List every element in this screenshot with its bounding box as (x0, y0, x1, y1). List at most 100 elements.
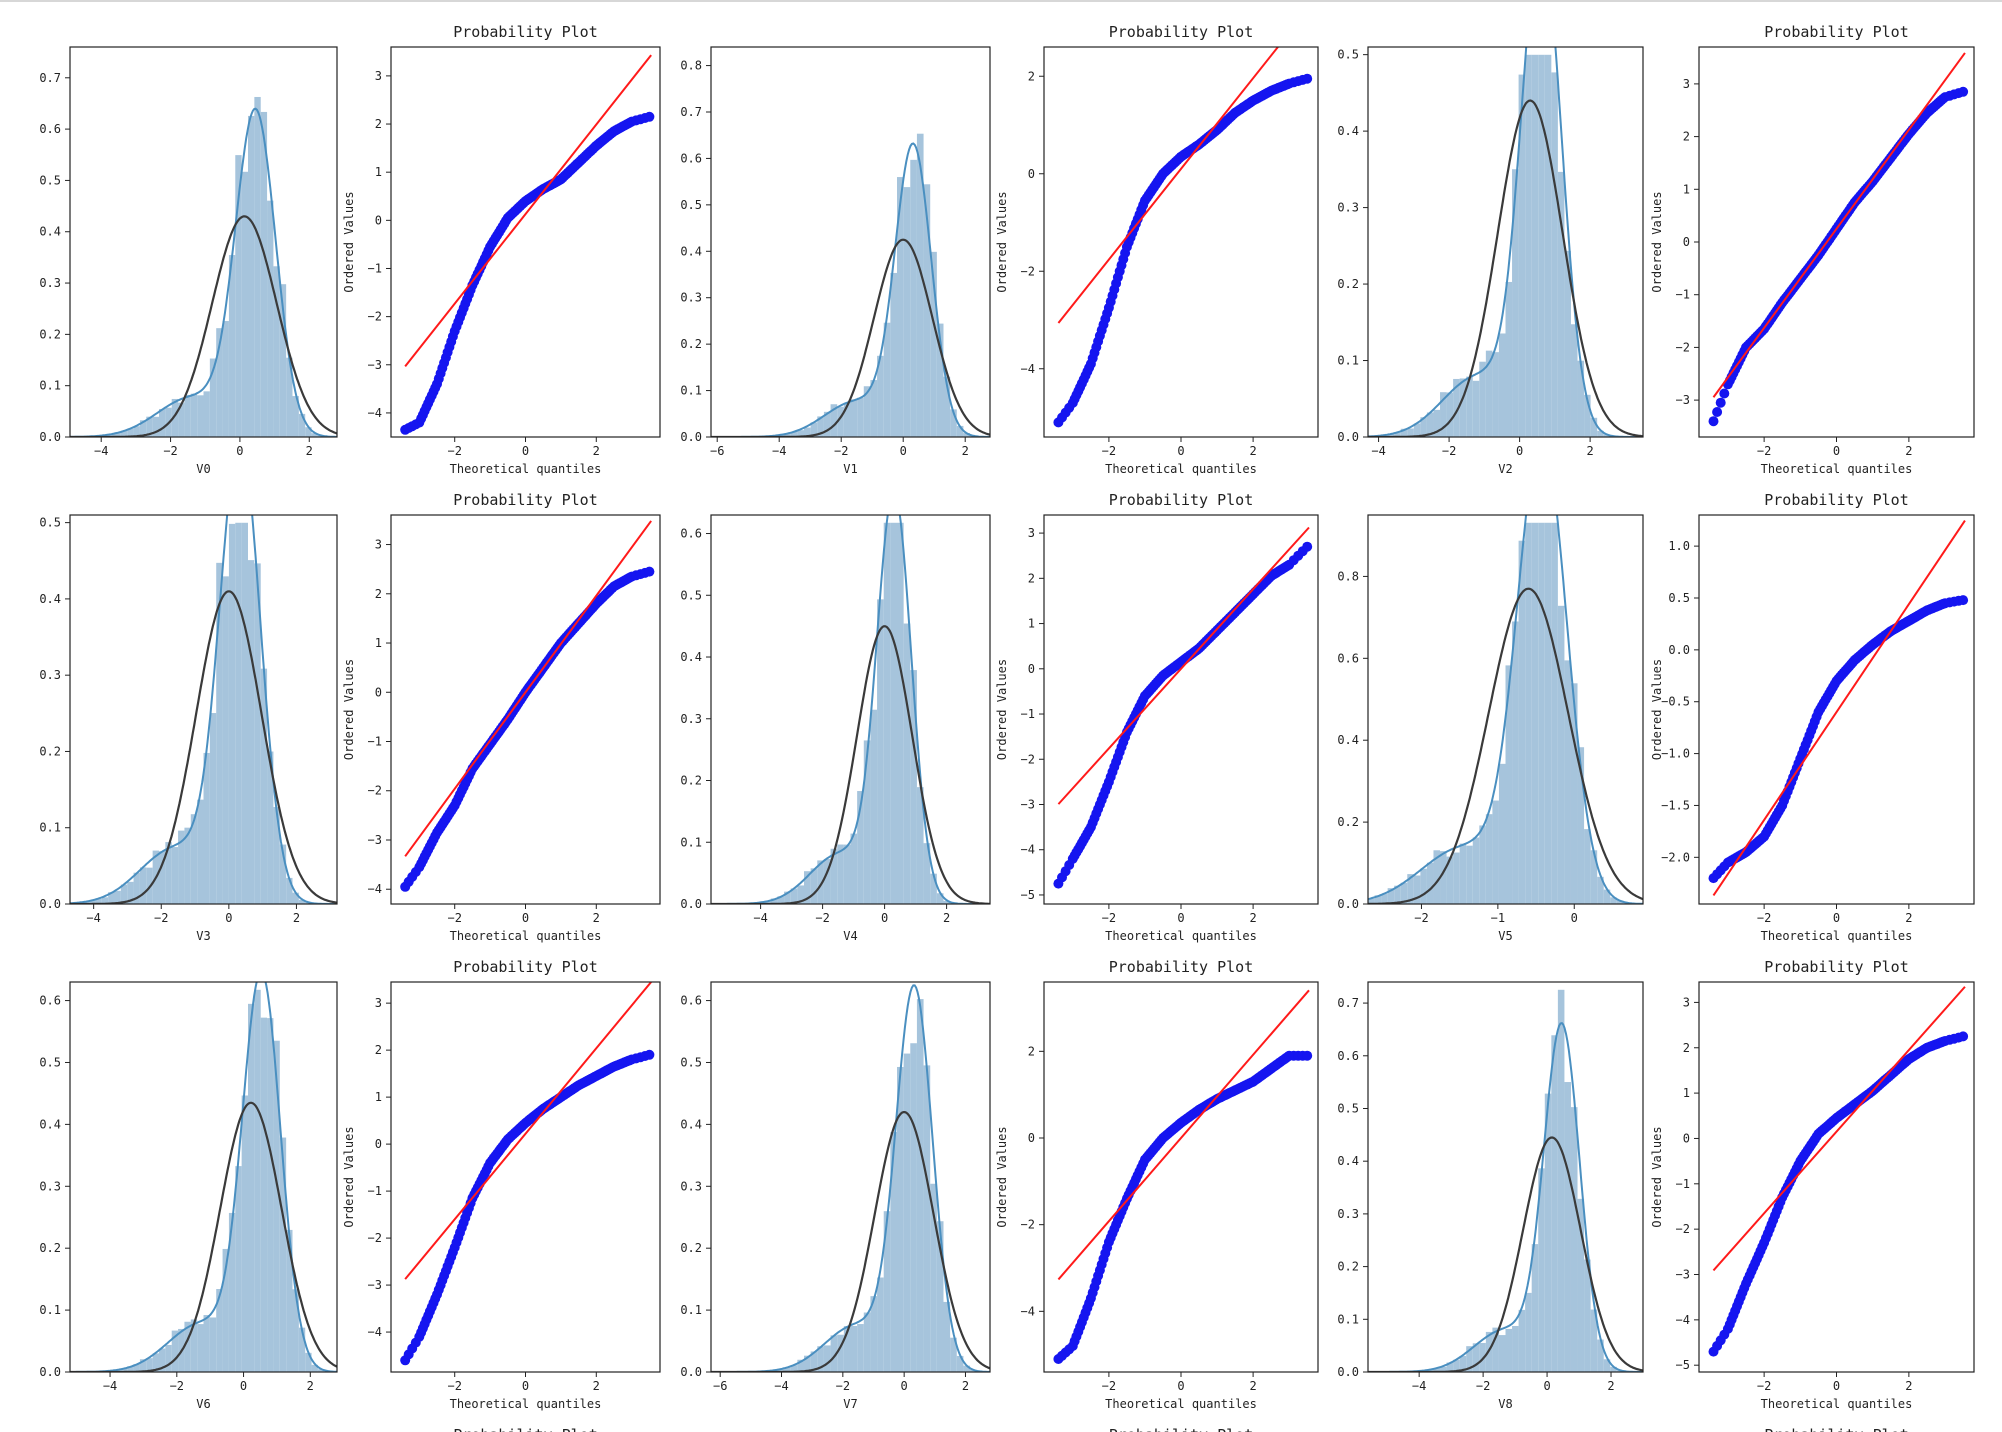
hist-bar (1577, 360, 1585, 437)
hist-bar (1485, 814, 1493, 904)
hist-bar (1433, 1367, 1441, 1372)
y-tick-label: 0 (375, 1137, 382, 1151)
hist-bar (248, 115, 255, 437)
normal-fit-line (711, 238, 990, 437)
hist-bar (930, 873, 937, 904)
hist-bar (1440, 851, 1447, 904)
kde-line (711, 515, 990, 904)
hist-bar (1570, 1107, 1578, 1372)
x-tick-label: −1 (1491, 911, 1505, 925)
hist-bar (133, 872, 140, 904)
hist-bar (159, 851, 166, 904)
y-tick-label: 0.8 (680, 59, 702, 73)
x-tick-label: −4 (94, 444, 108, 458)
y-tick-label: 1.0 (1668, 539, 1690, 553)
hist-bar (127, 881, 134, 904)
y-tick-label: 0.0 (1337, 897, 1359, 911)
hist-bar (184, 1321, 191, 1372)
hist-bar (311, 433, 318, 437)
hist-bar (804, 871, 811, 904)
hist-bar (1505, 1328, 1513, 1372)
hist-bar (916, 787, 924, 904)
hist-bar (1570, 324, 1578, 437)
y-tick-label: −1 (368, 735, 382, 749)
hist-bar (1538, 522, 1545, 904)
y-tick-label: 0.4 (39, 1117, 61, 1131)
y-tick-label: 0.0 (39, 897, 61, 911)
x-tick-label: 2 (1249, 911, 1256, 925)
axes-frame (390, 46, 661, 438)
hist-bar (923, 184, 931, 437)
hist-bar (1551, 1035, 1558, 1372)
hist-xlabel: V2 (1498, 462, 1512, 476)
hist-bar (837, 844, 844, 904)
hist-xlabel: V1 (843, 462, 857, 476)
hist-bar (1446, 856, 1454, 904)
y-tick-label: 0.2 (39, 327, 61, 341)
y-tick-label: −4 (1021, 1304, 1035, 1318)
x-tick-label: 2 (1249, 1379, 1256, 1393)
normal-fit-line (711, 1111, 990, 1372)
hist-bar (228, 255, 236, 437)
hist-bar (1564, 250, 1571, 437)
x-tick-label: −4 (774, 1379, 788, 1393)
hist-bar (159, 1348, 166, 1372)
axes-frame (69, 46, 338, 438)
hist-bar (197, 799, 204, 904)
hist-bar (1387, 433, 1395, 437)
hist-bar (883, 1211, 891, 1372)
hist-bar (870, 709, 878, 904)
x-tick-label: 0 (881, 911, 888, 925)
hist-bar (120, 1368, 128, 1372)
hist-bar (1525, 522, 1532, 904)
y-tick-label: 3 (1683, 77, 1690, 91)
hist-bar (292, 396, 299, 437)
hist-bar (1446, 392, 1454, 437)
y-tick-label: 0 (1028, 662, 1035, 676)
x-tick-label: −2 (447, 444, 461, 458)
x-tick-label: −2 (1414, 911, 1428, 925)
probplot-ylabel: Ordered Values (995, 191, 1009, 292)
hist-bar (254, 989, 261, 1372)
kde-line (1368, 47, 1643, 437)
hist-bar (260, 111, 268, 437)
probplot-xlabel: Theoretical quantiles (1761, 462, 1913, 476)
notebook-output-border (0, 0, 2002, 2)
y-tick-label: 3 (375, 538, 382, 552)
data-point (1958, 86, 1969, 97)
y-tick-label: 0.4 (680, 244, 702, 258)
hist-bar (228, 1212, 236, 1372)
hist-bar (936, 323, 944, 437)
hist-bar (883, 322, 891, 437)
hist-bar (784, 1367, 791, 1372)
x-tick-label: −2 (1102, 1379, 1116, 1393)
hist-bar (897, 177, 904, 437)
hist-bar (910, 1043, 917, 1372)
hist-bar (1525, 1292, 1532, 1372)
hist-bar (279, 284, 287, 437)
hist-bar (850, 1325, 858, 1372)
data-point (1719, 388, 1730, 399)
hist-bar (292, 892, 299, 904)
y-tick-label: −3 (368, 833, 382, 847)
probplot-title: Probability Plot (1764, 958, 1909, 976)
hist-bar (146, 1358, 153, 1372)
data-point (1302, 1050, 1313, 1061)
hist-panel-V6: −4 −2 0 2 0.0 0.1 0.2 0.3 0.4 0.5 0.6 V6 (39, 981, 338, 1411)
hist-bar (790, 431, 798, 437)
hist-bar (1518, 74, 1526, 437)
plot-area (711, 515, 990, 904)
hist-bar (936, 893, 944, 904)
y-tick-label: −2 (1676, 340, 1690, 354)
hist-bar (1492, 1327, 1499, 1372)
fit-line (1057, 47, 1280, 324)
probplot-panel-V6: −2 0 2 −4 −3 −2 −1 0 1 2 3 Probability Plot Theoreti… (342, 958, 661, 1411)
y-tick-label: −1 (1676, 288, 1690, 302)
hist-bar (273, 266, 280, 437)
hist-bar (1440, 392, 1447, 437)
kde-line (711, 142, 990, 437)
hist-bar (1413, 875, 1421, 904)
data-point (644, 566, 655, 577)
hist-bar (260, 668, 268, 904)
y-tick-label: 2 (375, 117, 382, 131)
